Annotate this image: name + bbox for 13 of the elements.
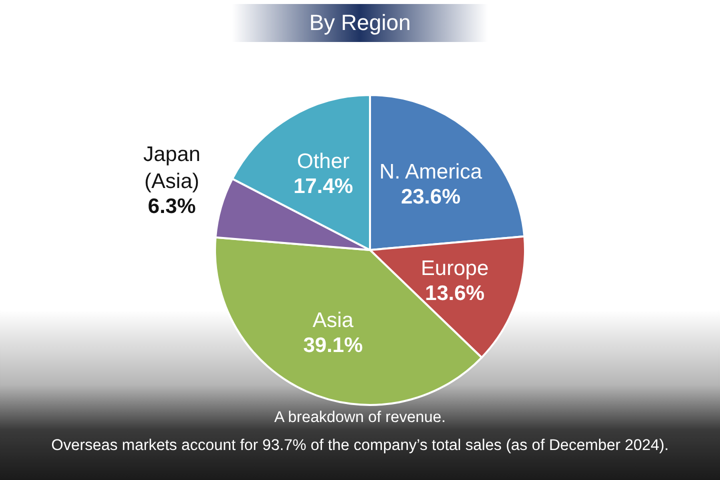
data-label: 39.1% — [303, 334, 364, 357]
slice-label: Asia — [312, 308, 354, 332]
chart-title: By Region — [309, 10, 411, 35]
slice-label: Europe — [420, 256, 489, 280]
text: A breakdown of revenue. — [273, 408, 447, 428]
slice-label: Other — [297, 150, 350, 174]
slice-label: Japan (Asia) — [143, 143, 200, 194]
slice-label: N. America — [379, 160, 482, 184]
data-label: 17.4% — [293, 175, 354, 198]
text: Overseas markets account for 93.7% of the company’s total sales (as of December 2024). — [50, 436, 670, 456]
data-label: 23.6% — [400, 186, 461, 209]
data-label: 6.3% — [148, 195, 196, 218]
data-label: 13.6% — [425, 282, 485, 305]
